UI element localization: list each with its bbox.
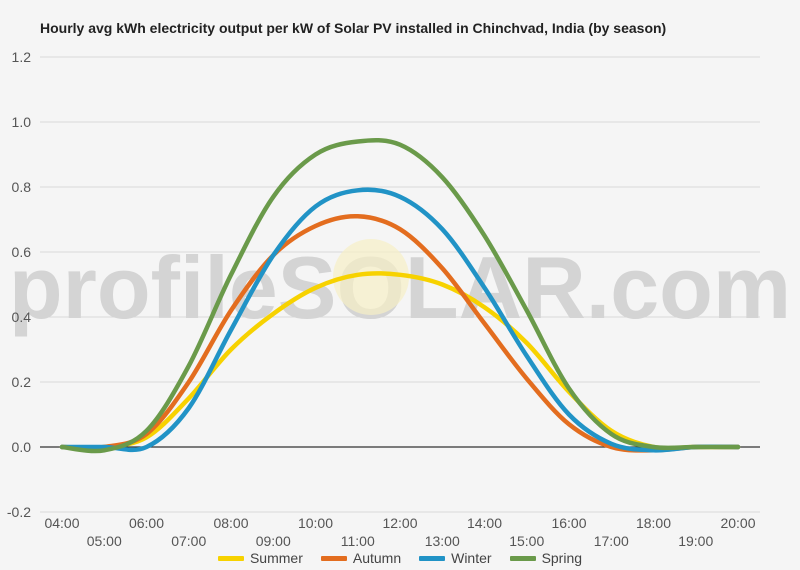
legend-swatch: [419, 555, 446, 561]
y-tick-label: 0.0: [12, 439, 32, 455]
y-tick-label: 0.2: [12, 374, 32, 390]
sun-logo-icon: [333, 239, 409, 315]
y-tick-label: 0.8: [12, 179, 32, 195]
legend-item-winter[interactable]: Winter: [419, 550, 492, 566]
x-tick-label: 07:00: [171, 533, 206, 549]
legend-swatch: [320, 555, 347, 561]
x-tick-label: 17:00: [594, 533, 629, 549]
x-axis: 04:00 05:00 06:00 07:00 08:00 09:00 10:00 11:00…: [44, 515, 755, 549]
x-tick-label: 10:00: [298, 515, 333, 531]
legend-label: Autumn: [352, 550, 402, 566]
y-tick-label: 1.2: [12, 49, 32, 65]
series-line-spring: [59, 138, 741, 454]
legend-swatch: [509, 555, 536, 561]
y-tick-label: 0.6: [12, 244, 32, 260]
legend: Summer Autumn Winter Spring: [0, 549, 800, 567]
x-tick-label: 08:00: [213, 515, 248, 531]
x-tick-label: 16:00: [551, 515, 586, 531]
y-axis: -0.2 0.0 0.2 0.4 0.6 0.8 1.0 1.2: [7, 49, 760, 520]
y-tick-label: -0.2: [7, 504, 31, 520]
y-tick-label: 0.4: [12, 309, 32, 325]
x-tick-label: 19:00: [678, 533, 713, 549]
legend-label: Winter: [451, 550, 492, 566]
x-tick-label: 05:00: [87, 533, 122, 549]
legend-label: Spring: [541, 550, 583, 566]
legend-label: Summer: [249, 550, 303, 566]
series-line-winter: [59, 187, 741, 453]
x-tick-label: 18:00: [636, 515, 671, 531]
x-tick-label: 14:00: [467, 515, 502, 531]
x-tick-label: 12:00: [382, 515, 417, 531]
x-tick-label: 11:00: [341, 533, 375, 549]
legend-swatch: [217, 555, 244, 561]
x-tick-label: 20:00: [720, 515, 755, 531]
x-tick-label: 15:00: [509, 533, 544, 549]
series-lines: [59, 138, 741, 454]
series-line-summer: [59, 271, 741, 451]
legend-item-summer[interactable]: Summer: [217, 550, 303, 566]
legend-item-spring[interactable]: Spring: [509, 550, 583, 566]
series-line-autumn: [59, 214, 741, 453]
gridlines: [40, 56, 760, 513]
chart-title: Hourly avg kWh electricity output per kW…: [40, 20, 667, 36]
y-tick-label: 1.0: [12, 114, 32, 130]
x-tick-label: 06:00: [129, 515, 164, 531]
x-tick-label: 04:00: [44, 515, 79, 531]
x-tick-label: 13:00: [425, 533, 460, 549]
x-tick-label: 09:00: [256, 533, 291, 549]
legend-item-autumn[interactable]: Autumn: [320, 550, 402, 566]
